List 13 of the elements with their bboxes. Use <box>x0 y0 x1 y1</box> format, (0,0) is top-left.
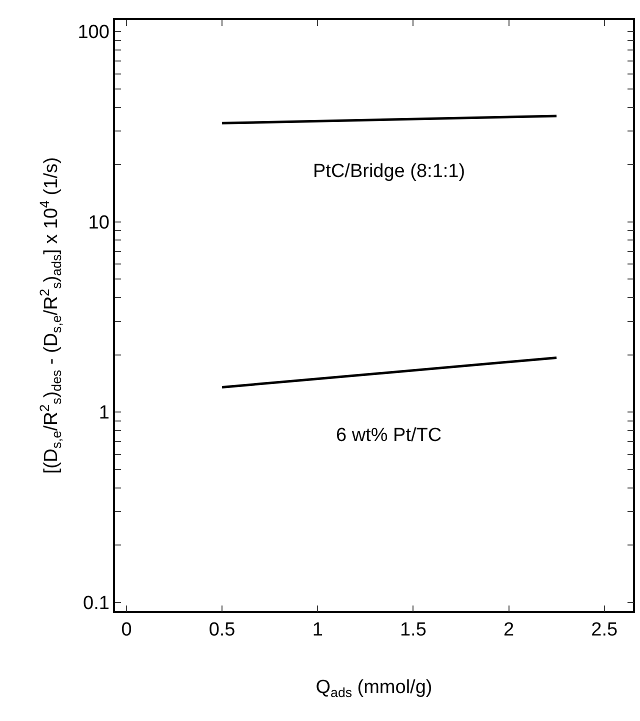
text: PtC/Bridge (8:1:1) <box>313 161 466 182</box>
x-tick-label: 1 <box>312 620 323 641</box>
x-tick-label: 0.5 <box>208 620 236 641</box>
x-tick-label: 0 <box>121 620 132 641</box>
y-tick-label: 10 <box>88 212 110 234</box>
y-tick-label: 1 <box>98 402 110 424</box>
x-tick-label: 1.5 <box>400 620 426 641</box>
x-tick-label: 2 <box>503 620 514 641</box>
x-tick-label: 2.5 <box>591 620 618 641</box>
text: 6 wt% Pt/TC <box>336 425 442 446</box>
y-tick-label: 100 <box>78 22 110 44</box>
y-tick-label: 0.1 <box>83 592 110 614</box>
x-axis-title: Q$_{ads}$ (mmol/g) <box>316 676 432 700</box>
